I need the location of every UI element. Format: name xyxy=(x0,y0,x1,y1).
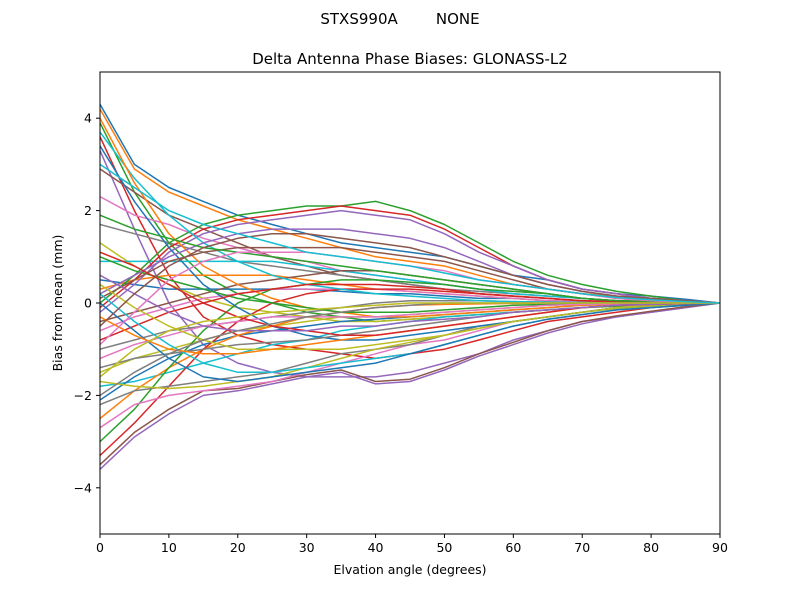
series-line-s29 xyxy=(100,302,720,390)
series-line-s50 xyxy=(100,163,720,304)
x-tick-label: 40 xyxy=(368,540,384,555)
x-tick-label: 70 xyxy=(574,540,590,555)
y-tick-label: 4 xyxy=(84,111,92,126)
x-tick-label: 30 xyxy=(299,540,315,555)
series-line-s15 xyxy=(100,209,720,313)
series-line-s41 xyxy=(100,302,720,383)
x-axis-label: Elvation angle (degrees) xyxy=(333,562,486,577)
chart-suptitle: STXS990A NONE xyxy=(320,10,479,28)
x-tick-label: 50 xyxy=(436,540,452,555)
series-line-s25 xyxy=(100,302,720,470)
x-tick-label: 60 xyxy=(505,540,521,555)
y-tick-label: 2 xyxy=(84,203,92,218)
y-axis-label: Bias from mean (mm) xyxy=(50,235,65,372)
series-line-s45 xyxy=(100,274,720,332)
chart-title: Delta Antenna Phase Biases: GLONASS-L2 xyxy=(252,50,568,68)
x-tick-label: 10 xyxy=(161,540,177,555)
x-tick-label: 80 xyxy=(643,540,659,555)
series-line-s46 xyxy=(100,232,720,327)
x-tick-label: 0 xyxy=(96,540,104,555)
y-tick-label: −2 xyxy=(74,388,92,403)
y-tick-label: −4 xyxy=(74,480,92,495)
y-axis: −4 −2 0 2 4 xyxy=(74,111,100,495)
series-line-s49 xyxy=(100,302,720,378)
series-layer xyxy=(100,103,720,470)
x-tick-label: 20 xyxy=(230,540,246,555)
x-axis: 0 10 20 30 40 50 60 70 80 90 xyxy=(96,534,728,555)
x-tick-label: 90 xyxy=(712,540,728,555)
y-tick-label: 0 xyxy=(84,296,92,311)
